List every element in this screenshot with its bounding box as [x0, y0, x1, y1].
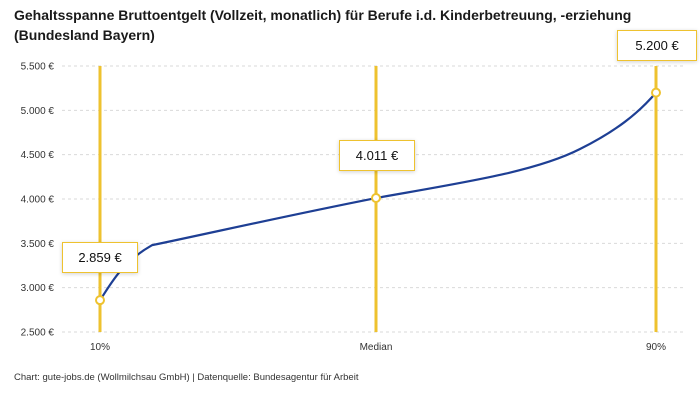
- y-axis-label: 3.000 €: [21, 283, 55, 294]
- chart-credit: Chart: gute-jobs.de (Wollmilchsau GmbH) …: [14, 372, 359, 383]
- y-axis-label: 5.500 €: [21, 62, 55, 73]
- x-axis-label: Median: [360, 342, 393, 353]
- x-axis-label: 10%: [90, 342, 110, 353]
- chart-title: Gehaltsspanne Bruttoentgelt (Vollzeit, m…: [14, 7, 632, 43]
- y-axis-label: 4.000 €: [21, 195, 55, 206]
- y-axis-label: 5.000 €: [21, 106, 55, 117]
- x-axis-label: 90%: [646, 342, 666, 353]
- data-label-10th-percentile: 2.859 €: [62, 242, 138, 273]
- data-label-90th-percentile: 5.200 €: [617, 30, 697, 61]
- y-axis-label: 2.500 €: [21, 328, 55, 339]
- data-point-marker: [95, 295, 105, 306]
- y-axis-label: 3.500 €: [21, 239, 55, 250]
- data-point-marker: [371, 193, 381, 204]
- data-label-median: 4.011 €: [339, 140, 415, 171]
- data-point-marker: [651, 87, 661, 98]
- y-axis-label: 4.500 €: [21, 150, 55, 161]
